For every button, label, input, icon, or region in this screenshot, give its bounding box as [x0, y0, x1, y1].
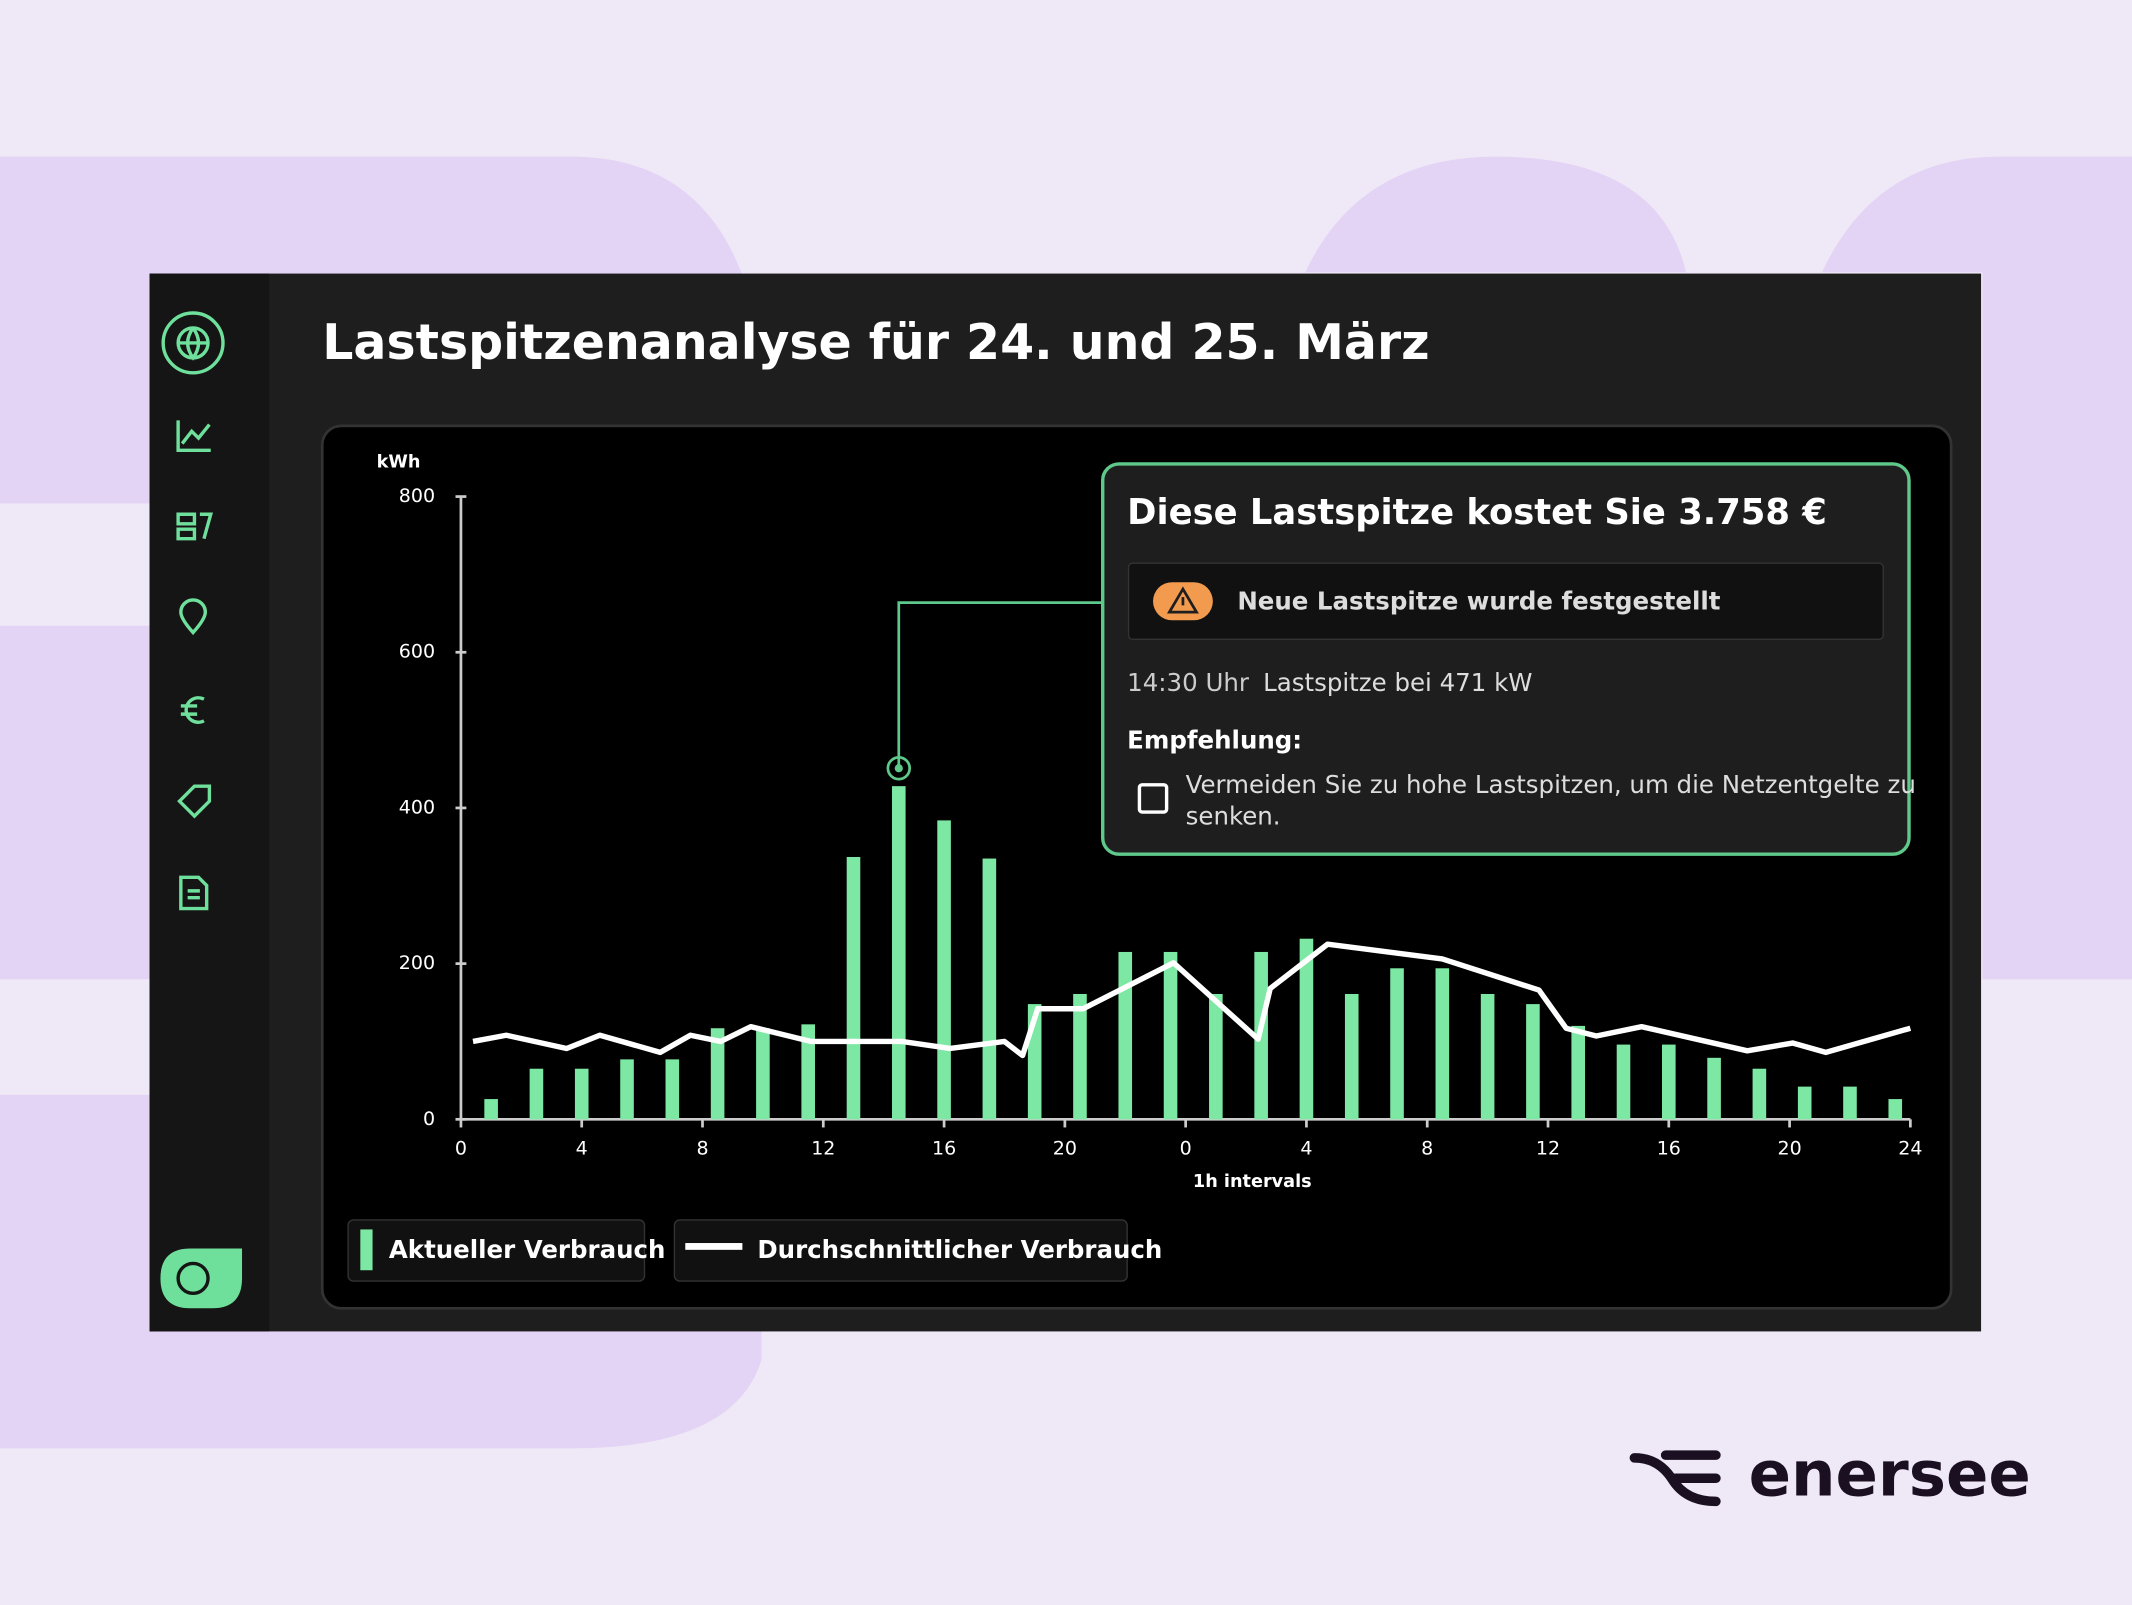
help-icon — [176, 1261, 210, 1296]
bar — [529, 1068, 544, 1120]
bar — [1661, 1044, 1676, 1120]
bar — [1752, 1068, 1767, 1120]
nav-euro[interactable] — [180, 696, 205, 724]
help-button[interactable] — [160, 1248, 243, 1309]
legend-label: Aktueller Verbrauch — [389, 1235, 666, 1264]
peak-value: Lastspitze bei 471 kW — [1263, 668, 1532, 697]
bar — [574, 1068, 589, 1120]
bar — [801, 1024, 815, 1120]
x-tick-label: 16 — [1657, 1138, 1681, 1160]
bar — [1616, 1044, 1631, 1120]
legend-swatch — [360, 1229, 373, 1271]
y-tick-label: 400 — [399, 796, 435, 818]
nav-chart[interactable] — [176, 420, 211, 453]
y-tick-label: 200 — [399, 952, 435, 974]
bar — [1707, 1057, 1721, 1120]
bar — [1073, 993, 1087, 1120]
y-tick-label: 0 — [423, 1108, 435, 1130]
nav-globe[interactable] — [161, 311, 225, 375]
x-tick-label: 8 — [1421, 1138, 1433, 1160]
legend-label: Durchschnittlicher Verbrauch — [757, 1235, 1162, 1264]
y-axis-label: kWh — [377, 453, 421, 473]
checkbox[interactable] — [1137, 783, 1169, 814]
x-tick-label: 0 — [1180, 1138, 1192, 1160]
alert-box — [1127, 562, 1884, 641]
bar — [665, 1059, 680, 1120]
bar — [1843, 1086, 1857, 1120]
x-tick-label: 4 — [576, 1138, 588, 1160]
brand-name: enersee — [1749, 1437, 2031, 1510]
x-tick-label: 24 — [1898, 1138, 1922, 1160]
bar — [1797, 1086, 1812, 1120]
brand-logo — [1629, 1450, 1721, 1507]
tooltip-connector — [897, 601, 1103, 769]
line — [472, 941, 1912, 1059]
x-tick-label: 0 — [455, 1138, 467, 1160]
tooltip-title: Diese Lastspitze kostet Sie 3.758 € — [1127, 492, 1827, 533]
bar — [1163, 951, 1178, 1120]
y-tick-label: 800 — [399, 485, 435, 507]
bar — [1390, 968, 1404, 1120]
bar — [1435, 968, 1450, 1120]
bar — [937, 820, 951, 1120]
nav-devices[interactable] — [176, 512, 213, 541]
bar — [891, 786, 906, 1120]
bar — [756, 1028, 770, 1120]
recommendation-label: Empfehlung: — [1127, 725, 1302, 754]
bar — [982, 858, 997, 1120]
bar — [1526, 1004, 1540, 1120]
x-tick-label: 20 — [1777, 1138, 1801, 1160]
nav-tag[interactable] — [177, 784, 212, 819]
legend-swatch — [685, 1243, 743, 1250]
tooltip — [1101, 462, 1911, 856]
bar — [620, 1059, 634, 1120]
bg-gap — [0, 503, 150, 626]
nav-document[interactable] — [179, 875, 209, 911]
x-tick-label: 4 — [1300, 1138, 1312, 1160]
x-axis-label: 1h intervals — [1193, 1172, 1312, 1192]
bar — [1118, 951, 1133, 1120]
bg-gap — [0, 979, 150, 1095]
recommendation-text: Vermeiden Sie zu hohe Lastspitzen, um di… — [1186, 770, 1916, 799]
peak-time: 14:30 Uhr — [1127, 668, 1250, 697]
recommendation-text: senken. — [1186, 801, 1281, 830]
x-tick-label: 12 — [1536, 1138, 1560, 1160]
x-tick-label: 12 — [811, 1138, 835, 1160]
nav-location[interactable] — [179, 598, 208, 636]
legend-item[interactable] — [347, 1219, 646, 1282]
bar — [1299, 938, 1314, 1120]
bar — [1344, 993, 1359, 1120]
bar — [484, 1099, 498, 1120]
bar — [710, 1028, 725, 1120]
bar — [1480, 993, 1495, 1120]
legend-item[interactable] — [673, 1219, 1128, 1282]
bar — [1888, 1099, 1903, 1120]
y-tick-label: 600 — [399, 641, 435, 663]
alert-text: Neue Lastspitze wurde festgestellt — [1237, 587, 1720, 616]
globe-lines — [178, 326, 209, 361]
bar — [1571, 1025, 1586, 1120]
x-tick-label: 8 — [696, 1138, 708, 1160]
x-tick-label: 20 — [1053, 1138, 1077, 1160]
x-tick-label: 16 — [932, 1138, 956, 1160]
page-title: Lastspitzenanalyse für 24. und 25. März — [322, 314, 1429, 371]
bar — [1209, 993, 1223, 1120]
sidebar-icons[interactable] — [161, 311, 225, 911]
warning-icon — [1166, 586, 1199, 614]
bar — [846, 856, 861, 1120]
